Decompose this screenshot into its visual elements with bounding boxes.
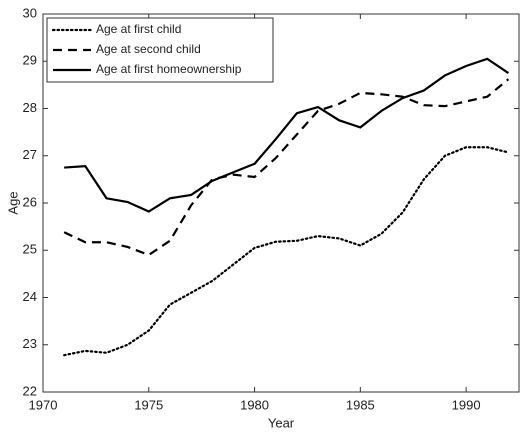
legend-label: Age at first child [96,22,181,36]
legend-label: Age at first homeownership [96,62,242,76]
x-tick-label: 1980 [240,397,269,412]
x-tick-label: 1975 [134,397,163,412]
x-axis-label: Year [268,415,295,430]
y-tick-label: 30 [23,5,37,20]
y-tick-label: 23 [23,336,37,351]
x-tick-label: 1985 [346,397,375,412]
y-tick-label: 28 [23,100,37,115]
y-tick-label: 22 [23,383,37,398]
y-tick-label: 29 [23,53,37,68]
series-line [64,57,510,213]
series-line [63,146,510,357]
y-tick-label: 26 [23,194,37,209]
legend-label: Age at second child [96,42,201,56]
y-tick-label: 24 [23,289,37,304]
plot-frame [42,13,520,393]
y-axis-label: Age [5,191,20,214]
x-tick-label: 1990 [452,397,481,412]
y-tick-label: 27 [23,147,37,162]
x-tick-label: 1970 [29,397,58,412]
y-tick-label: 25 [23,242,37,257]
series-line [63,78,510,257]
